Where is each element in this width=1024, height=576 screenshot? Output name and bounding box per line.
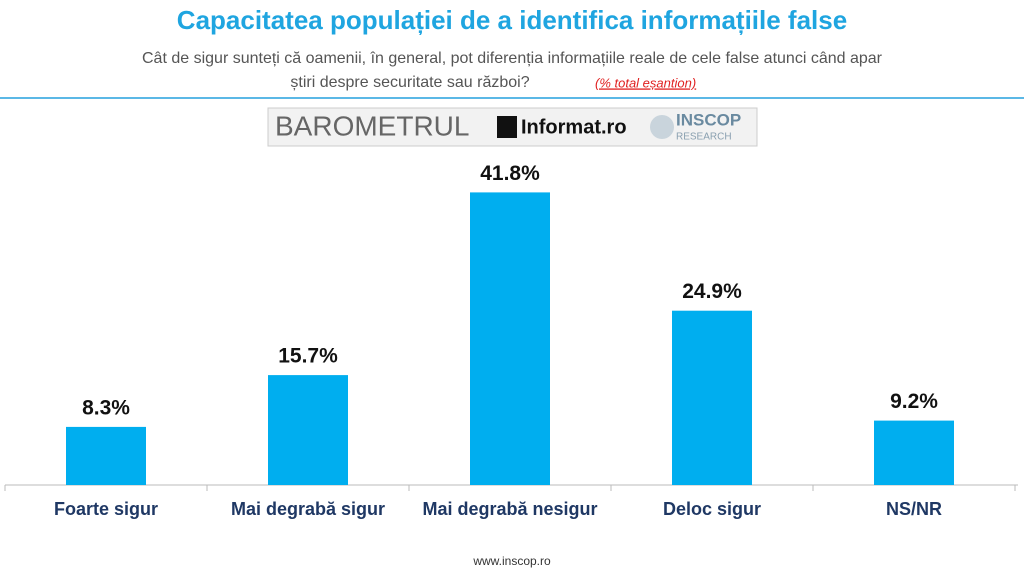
logo-icon: [497, 116, 517, 138]
bar: [470, 192, 550, 485]
x-tick-label: Mai degrabă sigur: [231, 499, 385, 519]
bar: [874, 420, 954, 485]
subtitle: știri despre securitate sau război?: [290, 74, 529, 91]
chart-title: Capacitatea populației de a identifica i…: [177, 5, 847, 35]
value-label: 8.3%: [82, 396, 130, 419]
logo: BAROMETRUL Informat.ro INSCOP RESEARCH: [267, 107, 758, 147]
value-label: 9.2%: [890, 390, 938, 413]
logo-text: Informat.ro: [521, 116, 627, 138]
value-label: 24.9%: [682, 280, 742, 303]
logo-text: INSCOP: [676, 110, 741, 129]
bar: [672, 310, 752, 485]
footer: www.inscop.ro: [472, 554, 551, 568]
x-tick-label: Foarte sigur: [54, 499, 158, 519]
logo-text: BAROMETRUL: [275, 110, 469, 141]
subtitle: Cât de sigur sunteți că oamenii, în gene…: [142, 50, 883, 67]
logo-text: RESEARCH: [676, 132, 732, 143]
value-label: 15.7%: [278, 345, 338, 368]
note: (% total eșantion): [595, 75, 696, 90]
x-tick-label: Mai degrabă nesigur: [422, 499, 597, 519]
value-label: 41.8%: [480, 162, 540, 185]
bar: [268, 375, 348, 485]
logo-icon: [650, 115, 674, 139]
bar: [66, 426, 146, 485]
x-tick-label: Deloc sigur: [663, 499, 761, 519]
x-tick-label: NS/NR: [886, 499, 942, 519]
